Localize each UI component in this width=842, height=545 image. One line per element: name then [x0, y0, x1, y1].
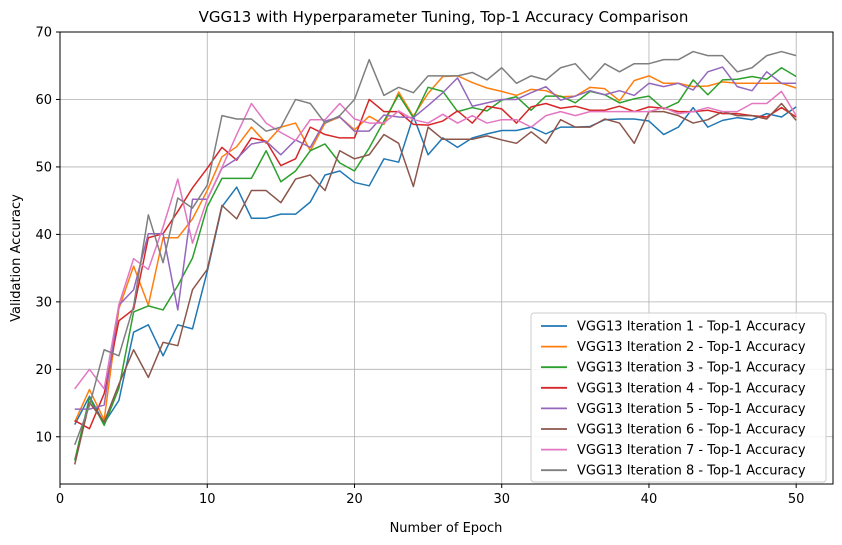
- legend-entry: VGG13 Iteration 3 - Top-1 Accuracy: [577, 361, 806, 376]
- plot-frame: [59, 31, 834, 485]
- legend-entry: VGG13 Iteration 2 - Top-1 Accuracy: [577, 340, 806, 355]
- y-axis-label: Validation Accuracy: [9, 194, 24, 322]
- y-tick-label: 60: [35, 93, 52, 108]
- series-line-5: [74, 66, 797, 410]
- y-axis: 10 20 30 40 50 60 70: [35, 26, 60, 445]
- x-axis: 0 10 20 30 40 50: [56, 484, 805, 507]
- series-layer: [73, 50, 797, 465]
- legend-entry: VGG13 Iteration 4 - Top-1 Accuracy: [577, 381, 806, 396]
- legend-entry: VGG13 Iteration 6 - Top-1 Accuracy: [577, 423, 806, 438]
- y-tick-label: 70: [35, 26, 52, 41]
- series-line-8: [74, 50, 797, 446]
- y-tick-label: 30: [35, 295, 52, 310]
- y-tick-label: 20: [35, 363, 52, 378]
- series-line-7: [74, 90, 797, 390]
- x-tick-label: 40: [641, 492, 658, 507]
- legend-entry: VGG13 Iteration 7 - Top-1 Accuracy: [577, 443, 806, 458]
- x-tick-label: 20: [346, 492, 363, 507]
- x-tick-label: 50: [788, 492, 805, 507]
- series-line-4: [74, 98, 797, 430]
- y-tick-label: 40: [35, 228, 52, 243]
- x-axis-label: Number of Epoch: [390, 521, 503, 536]
- x-tick-label: 10: [199, 492, 216, 507]
- y-tick-label: 10: [35, 430, 52, 445]
- x-tick-label: 0: [56, 492, 64, 507]
- chart-title: VGG13 with Hyperparameter Tuning, Top-1 …: [199, 8, 689, 26]
- legend: VGG13 Iteration 1 - Top-1 Accuracy VGG13 …: [530, 312, 827, 483]
- series-line-3: [73, 67, 797, 461]
- y-tick-label: 50: [35, 160, 52, 175]
- series-line-6: [73, 102, 797, 465]
- legend-entry: VGG13 Iteration 8 - Top-1 Accuracy: [577, 464, 806, 479]
- series-line-1: [74, 106, 797, 425]
- x-tick-label: 30: [493, 492, 510, 507]
- legend-box: [530, 312, 827, 483]
- legend-entry: VGG13 Iteration 1 - Top-1 Accuracy: [577, 320, 806, 335]
- legend-entry: VGG13 Iteration 5 - Top-1 Accuracy: [577, 402, 806, 417]
